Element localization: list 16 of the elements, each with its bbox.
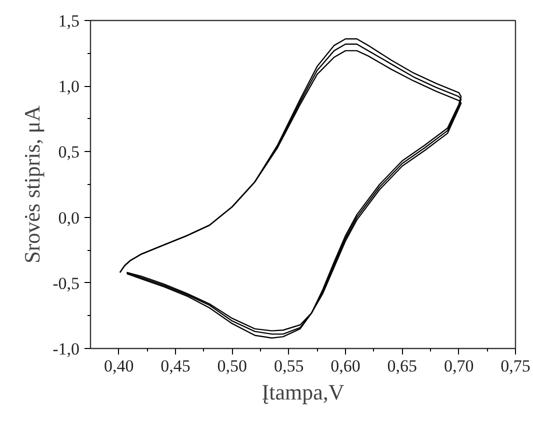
x-tick-label: 0,55 [274, 356, 304, 376]
x-axis-title: Įtampa,V [262, 380, 344, 404]
y-tick-label: 0,5 [58, 142, 80, 162]
x-tick-label: 0,65 [387, 356, 418, 376]
y-tick-label: -0,5 [52, 274, 80, 293]
y-tick-label: 1,5 [58, 12, 80, 30]
y-axis-title: Srovės stipris, μA [20, 105, 45, 264]
x-tick-label: 0,50 [217, 356, 248, 376]
x-tick-label: 0,75 [500, 356, 530, 376]
x-tick-label: 0,70 [444, 356, 474, 376]
y-tick-label: 0,0 [58, 208, 80, 228]
x-tick-label: 0,45 [160, 356, 190, 376]
y-tick-label: -1,0 [52, 340, 80, 358]
x-tick-label: 0,60 [330, 356, 360, 376]
y-tick-label: 1,0 [58, 77, 80, 96]
x-tick-label: 0,40 [104, 356, 134, 376]
